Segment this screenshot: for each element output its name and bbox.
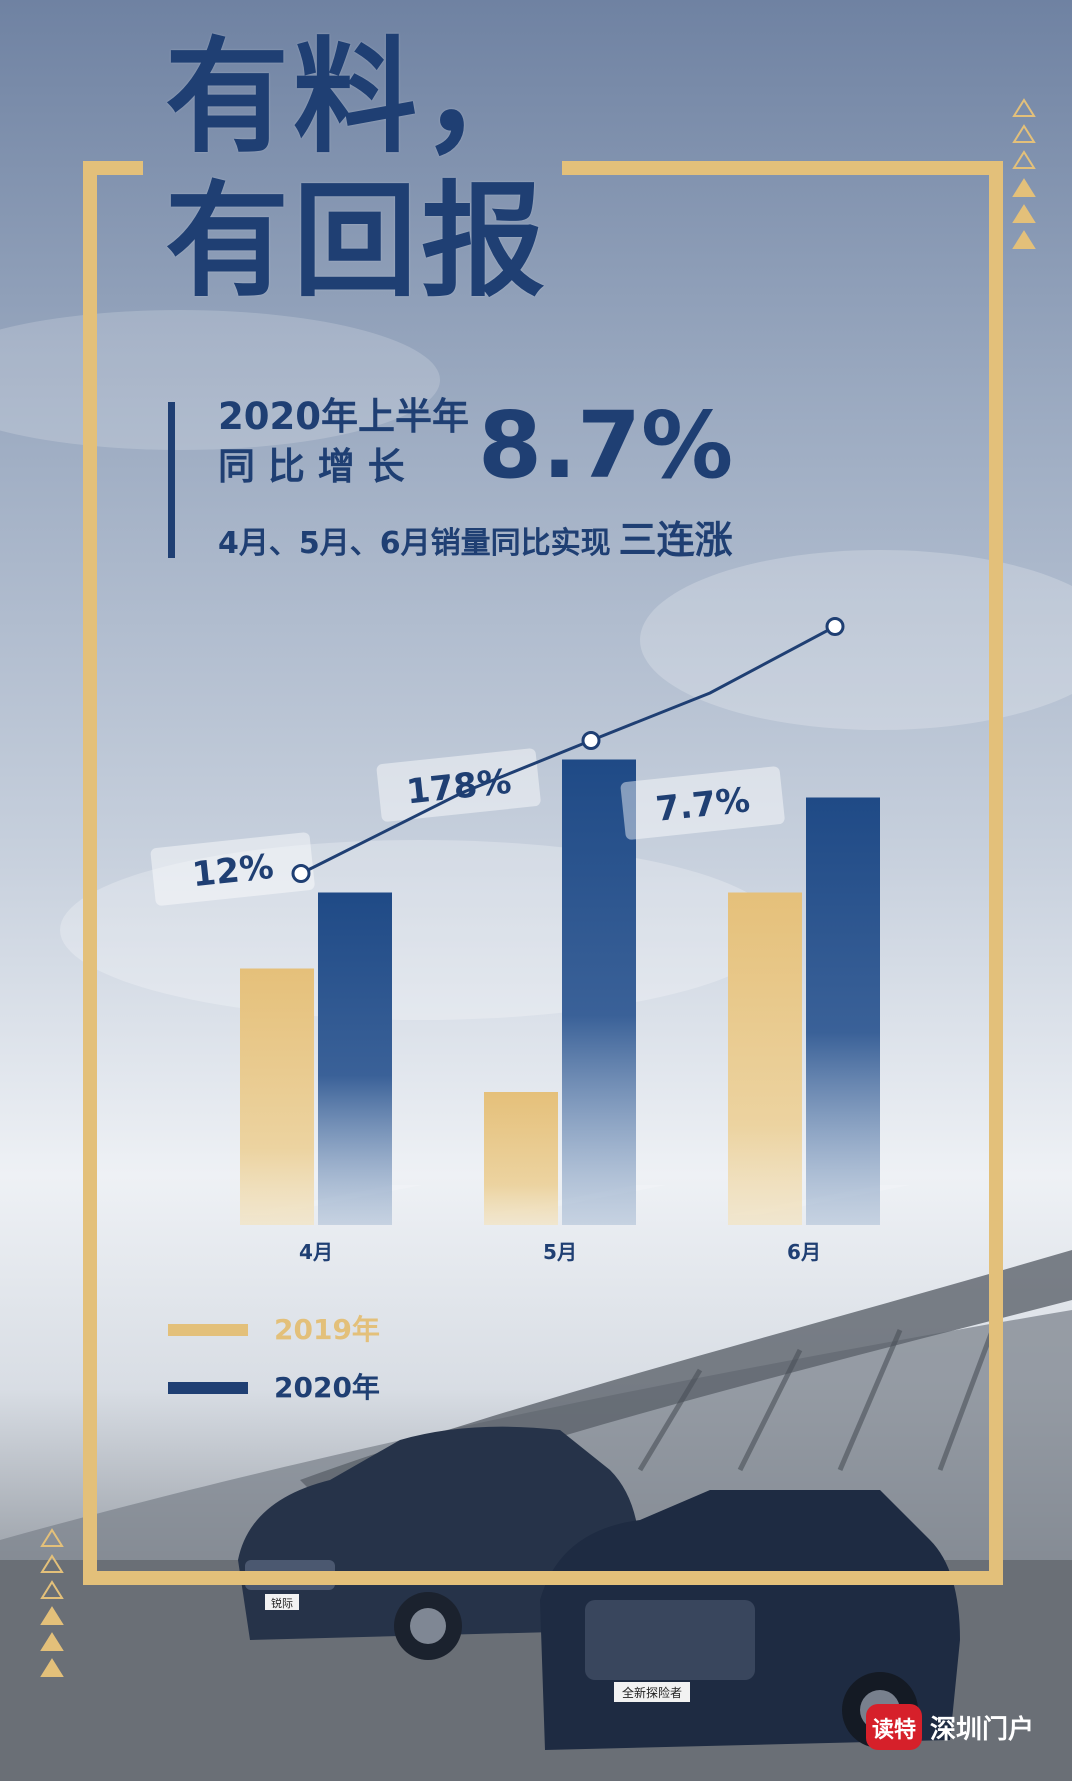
plate-right: 全新探险者 — [622, 1685, 682, 1700]
headline-line2: 有回报 — [165, 170, 550, 314]
x-tick-label: 6月 — [787, 1240, 821, 1264]
triangle-decoration-bottom — [40, 1528, 64, 1677]
bar-2020 — [806, 797, 880, 1225]
legend-swatch-2020 — [168, 1382, 248, 1394]
growth-label-bg — [150, 832, 315, 906]
brand-badge-text: 读特 — [872, 1717, 916, 1743]
stat-accent-bar — [168, 402, 175, 558]
brand-name: 深圳门户 — [930, 1714, 1034, 1745]
x-tick-label: 5月 — [543, 1240, 577, 1264]
bar-2019 — [484, 1092, 558, 1225]
bar-2020 — [562, 759, 636, 1225]
stat-line2: 同 比 增 长 — [218, 445, 405, 488]
trend-point — [825, 617, 845, 636]
stat-line1: 2020年上半年 — [218, 395, 469, 438]
legend-label-2019: 2019年 — [274, 1313, 380, 1346]
x-tick-label: 4月 — [299, 1240, 333, 1264]
stat-subtitle: 4月、5月、6月销量同比实现 三连涨 — [218, 521, 733, 559]
headline-line1: 有料， — [165, 26, 550, 170]
stat-subtitle-emphasis: 三连涨 — [618, 518, 733, 562]
bar-2020 — [318, 892, 392, 1225]
brand-badge — [866, 1704, 922, 1750]
stat-subtitle-text: 4月、5月、6月销量同比实现 — [218, 526, 611, 561]
growth-value: 8.7% — [478, 392, 734, 499]
legend-label-2020: 2020年 — [274, 1371, 380, 1404]
trend-point — [581, 731, 601, 750]
bar-2019 — [240, 968, 314, 1225]
triangle-decoration-top — [1012, 98, 1036, 249]
bar-2019 — [728, 892, 802, 1225]
growth-label-bg — [620, 766, 785, 840]
growth-label: 12% — [190, 847, 275, 895]
growth-label: 7.7% — [654, 780, 752, 830]
plate-left: 锐际 — [271, 1596, 293, 1610]
frame-border — [83, 161, 1003, 1585]
legend-swatch-2019 — [168, 1324, 248, 1336]
trend-point — [291, 864, 311, 883]
growth-label-bg — [376, 748, 541, 822]
